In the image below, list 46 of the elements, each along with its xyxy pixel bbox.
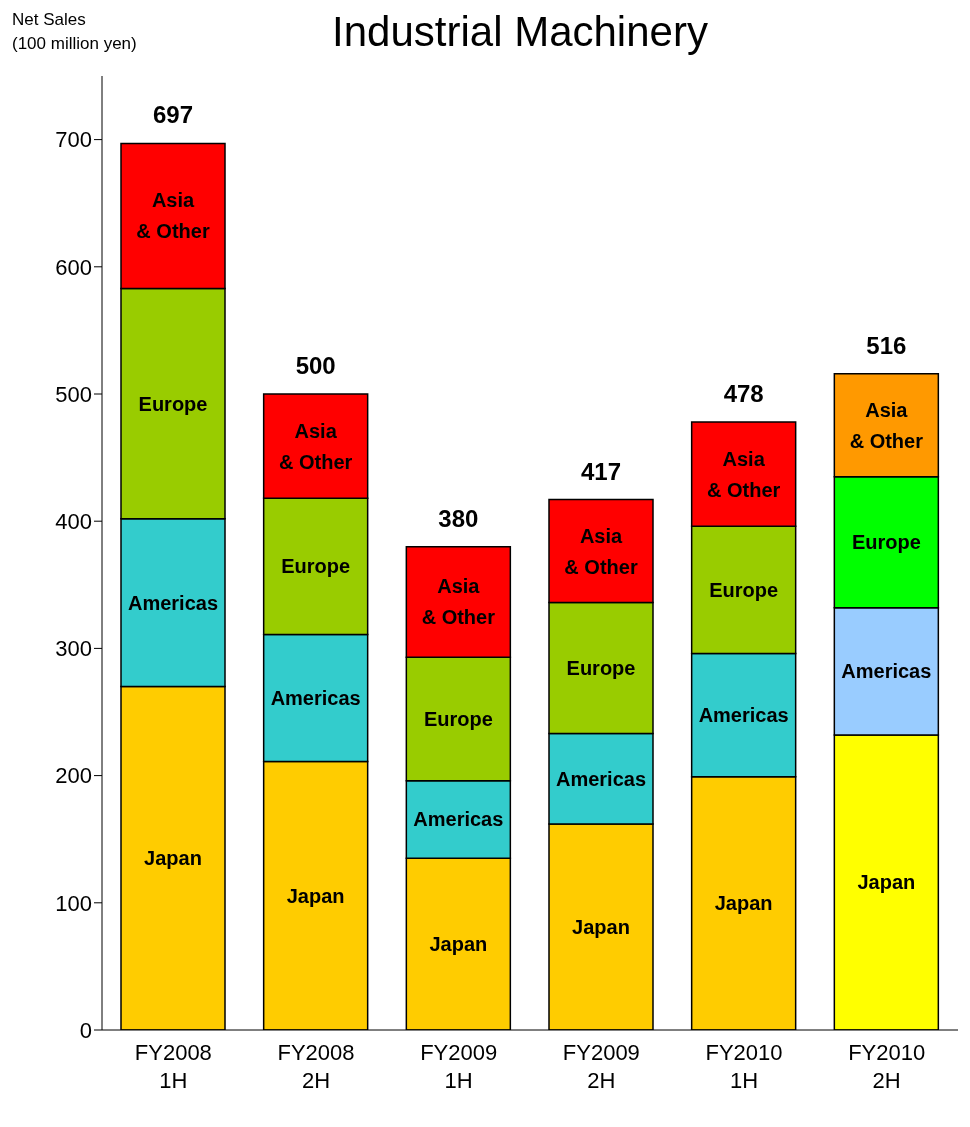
- text: Americas: [555, 767, 647, 790]
- y-tick-label: 100: [55, 890, 92, 916]
- y-tick-label: 0: [79, 1017, 92, 1043]
- text: Europe: [138, 392, 208, 415]
- x-tick-label: FY2008 2H: [277, 1040, 355, 1093]
- text: Europe: [566, 657, 636, 680]
- text: Japan: [572, 915, 630, 938]
- text: Americas: [413, 808, 504, 831]
- y-tick-label: 300: [55, 636, 92, 662]
- series-label: Japan: [286, 884, 345, 907]
- text: Japan: [429, 933, 488, 956]
- y-tick-label: 700: [55, 127, 92, 153]
- y-axis-title: Net Sales (100 million yen): [12, 9, 137, 55]
- text: Americas: [841, 660, 932, 683]
- total-label: 516: [866, 331, 907, 359]
- text: Europe: [423, 708, 493, 730]
- y-tick-label: 200: [55, 763, 92, 789]
- total-label: 380: [438, 504, 479, 532]
- total-label: 500: [295, 352, 336, 379]
- text: Japan: [144, 847, 202, 870]
- text: Europe: [709, 578, 779, 601]
- x-tick-label: FY2008 1H: [134, 1040, 212, 1093]
- series-label: Americas: [698, 704, 789, 727]
- text: Japan: [857, 871, 916, 894]
- total-label: 697: [152, 101, 194, 129]
- y-tick-label: 500: [55, 381, 92, 407]
- text: Asia & Other: [849, 398, 924, 452]
- text: Asia & Other: [136, 189, 210, 243]
- series-label: Asia & Other: [278, 419, 353, 473]
- text: Americas: [270, 687, 361, 710]
- total-label: 417: [580, 457, 622, 485]
- text: Americas: [127, 591, 219, 614]
- x-tick-label: FY2009 2H: [562, 1040, 640, 1093]
- x-tick-label: FY2009 1H: [420, 1040, 498, 1093]
- chart-title: Industrial Machinery: [332, 8, 708, 55]
- text: Asia & Other: [421, 575, 496, 629]
- y-tick-label: 600: [55, 254, 92, 280]
- series-label: Europe: [281, 555, 351, 578]
- text: Japan: [714, 892, 773, 915]
- total-label: 478: [723, 379, 764, 407]
- x-tick-label: FY2010 1H: [705, 1040, 783, 1093]
- text: Asia & Other: [706, 447, 781, 501]
- y-tick-label: 400: [55, 509, 92, 535]
- text: Asia & Other: [564, 524, 638, 578]
- text: Europe: [851, 531, 921, 554]
- x-tick-label: FY2010 2H: [848, 1040, 926, 1093]
